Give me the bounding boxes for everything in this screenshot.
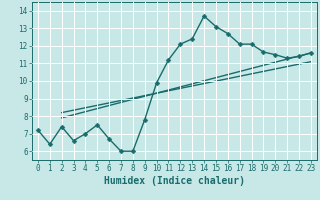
X-axis label: Humidex (Indice chaleur): Humidex (Indice chaleur) [104, 176, 245, 186]
